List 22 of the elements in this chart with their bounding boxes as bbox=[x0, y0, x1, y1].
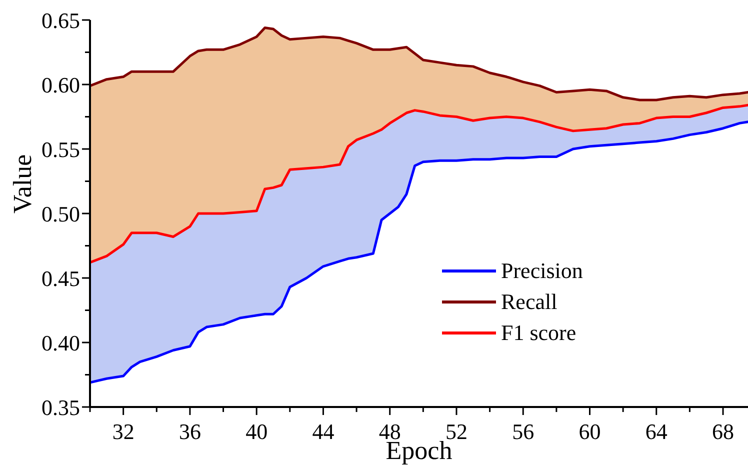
x-tick-label: 52 bbox=[445, 419, 468, 444]
x-tick-label: 40 bbox=[246, 419, 268, 444]
x-tick-label: 56 bbox=[512, 419, 534, 444]
y-tick-label: 0.40 bbox=[42, 330, 80, 356]
x-tick-label: 64 bbox=[645, 419, 668, 444]
y-tick-label: 0.50 bbox=[42, 202, 80, 226]
legend-label: Precision bbox=[501, 258, 583, 284]
legend-label: Recall bbox=[501, 288, 558, 314]
line-series bbox=[90, 26, 748, 102]
x-tick-label: 60 bbox=[578, 419, 601, 444]
x-tick-label: 36 bbox=[178, 419, 201, 444]
y-tick-label: 0.60 bbox=[42, 72, 80, 98]
y-tick-label: 0.55 bbox=[42, 137, 80, 162]
y-tick-label: 0.45 bbox=[42, 266, 80, 291]
y-tick-label: 0.65 bbox=[42, 8, 80, 33]
y-tick-label: 0.35 bbox=[42, 395, 80, 420]
y-axis-title: Value bbox=[8, 154, 38, 214]
x-tick-label: 68 bbox=[712, 419, 734, 444]
line-series bbox=[90, 104, 748, 264]
legend-label: F1 score bbox=[501, 320, 576, 346]
x-tick-label: 44 bbox=[312, 419, 334, 444]
x-tick-label: 32 bbox=[112, 419, 134, 444]
